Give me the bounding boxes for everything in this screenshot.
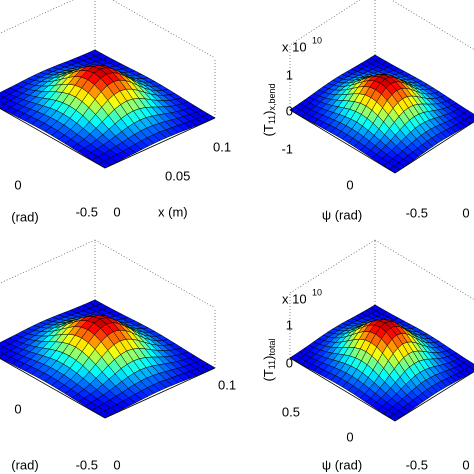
y-axis-label-part: )	[261, 356, 276, 360]
tick-label: 0	[462, 457, 469, 472]
y-axis-label-part: x,bend	[267, 84, 277, 111]
tick-label: -0.5	[406, 457, 428, 472]
tick-label: 0	[113, 204, 120, 219]
surface-cell	[97, 410, 112, 419]
box-edge	[374, 239, 474, 300]
tick-label: (rad)	[11, 457, 38, 472]
tick-label: 1	[286, 317, 293, 332]
surface-cell	[468, 114, 474, 121]
tick-label: 0	[14, 177, 21, 192]
tick-label: -0.5	[76, 204, 98, 219]
tick-label: -1	[281, 141, 293, 156]
surface-plot	[0, 239, 216, 419]
tick-label: 0	[462, 205, 469, 220]
tick-label: 0.05	[165, 168, 190, 183]
box-edge	[111, 0, 216, 59]
tick-label: 0	[346, 429, 353, 444]
surface-cell	[388, 413, 401, 422]
surface-cell	[468, 364, 474, 371]
y-axis-label-part: 11	[267, 360, 277, 369]
surface-cell	[0, 95, 5, 100]
exponent-power: 10	[312, 287, 322, 297]
y-axis-label-part: 11	[267, 115, 277, 124]
surface-cell	[0, 345, 5, 350]
box-edge	[390, 0, 474, 50]
exponent-base: x 10	[282, 291, 307, 306]
box-edge	[289, 0, 361, 46]
tick-label: 0	[113, 457, 120, 472]
tick-label: -0.5	[76, 457, 98, 472]
tick-label: 0	[286, 103, 293, 118]
surface-plot	[0, 0, 216, 169]
surface-plot	[289, 239, 474, 422]
tick-label: 0.1	[218, 377, 236, 392]
tick-label: ψ (rad)	[322, 457, 362, 472]
box-edge	[289, 239, 376, 294]
tick-label: ψ (rad)	[322, 207, 362, 222]
tick-label: x (m)	[158, 204, 188, 219]
box-edge	[0, 0, 74, 34]
tick-label: 0	[14, 401, 21, 416]
tick-label: 1	[286, 67, 293, 82]
y-axis-label: (T11)x,bend	[261, 84, 277, 137]
box-edge	[0, 239, 96, 284]
tick-label: 0.1	[213, 139, 231, 154]
surface-cell	[0, 351, 5, 357]
tick-label: 0	[346, 177, 353, 192]
box-edge	[94, 239, 216, 309]
surface-plot	[289, 0, 474, 174]
y-axis-label-part: (T	[261, 369, 276, 381]
exponent-base: x 10	[282, 39, 307, 54]
y-axis-label-part: (T	[261, 124, 276, 136]
tick-label: 0.5	[282, 404, 300, 419]
surface-cell	[97, 160, 112, 169]
y-axis-label-part: )	[261, 111, 276, 115]
tick-label: (rad)	[11, 209, 38, 224]
y-axis-label: (T11)total	[261, 339, 277, 382]
surface-cell	[0, 101, 5, 107]
exponent-power: 10	[312, 35, 322, 45]
tick-label: -0.5	[406, 205, 428, 220]
surface-cell	[388, 165, 401, 174]
y-axis-label-part: total	[267, 339, 277, 356]
tick-label: 0	[286, 355, 293, 370]
